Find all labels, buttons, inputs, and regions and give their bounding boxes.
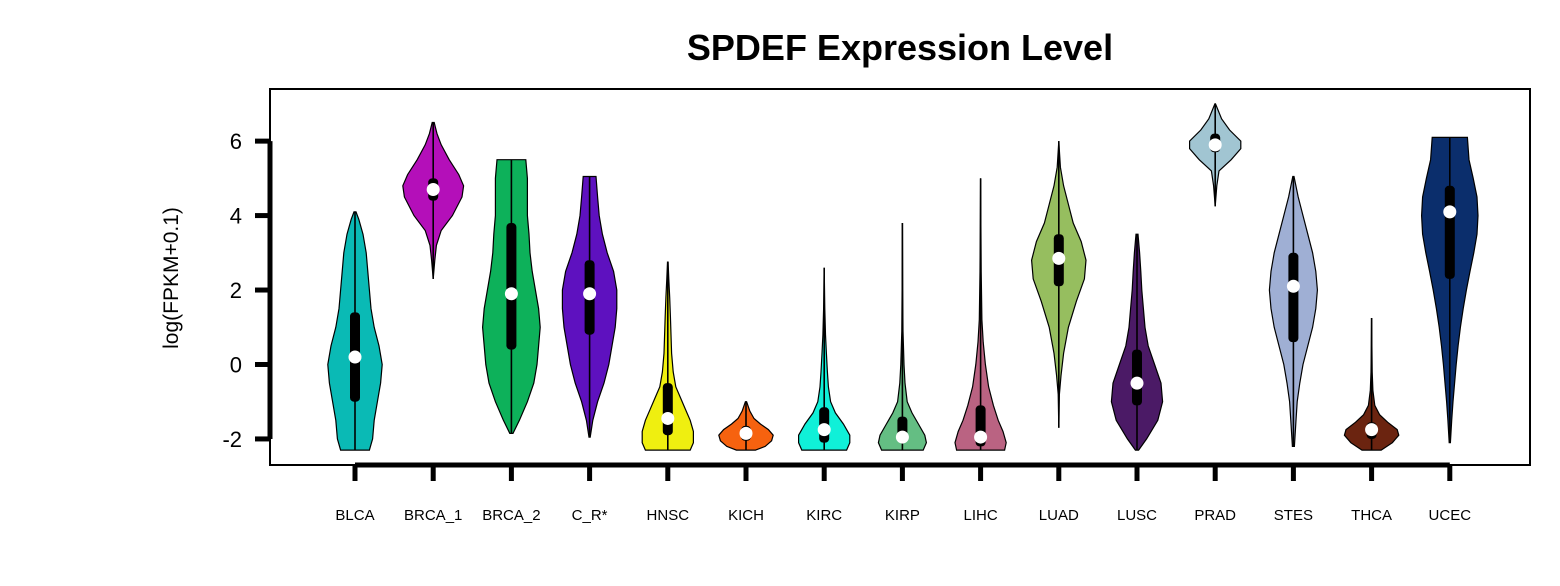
y-tick-label: 6 bbox=[230, 129, 242, 154]
x-tick-label: KIRP bbox=[885, 507, 920, 524]
violin-blca bbox=[327, 211, 383, 451]
x-tick-label: PRAD bbox=[1194, 507, 1236, 524]
x-tick-label: BRCA_2 bbox=[482, 507, 540, 524]
violin-median-point bbox=[583, 287, 597, 301]
x-tick-label: BRCA_1 bbox=[404, 507, 462, 524]
violin-kich bbox=[718, 401, 774, 451]
violin-median-point bbox=[974, 430, 988, 444]
violin-stes bbox=[1268, 175, 1319, 447]
x-tick-label: HNSC bbox=[647, 507, 690, 524]
x-tick-label: LUSC bbox=[1117, 507, 1157, 524]
violin-median-point bbox=[817, 423, 831, 437]
violin-kirp bbox=[877, 222, 928, 451]
violin-median-point bbox=[1208, 138, 1222, 152]
violin-iqr-box bbox=[1288, 252, 1299, 343]
violin-iqr-box bbox=[506, 223, 517, 350]
violin-median-point bbox=[426, 183, 440, 197]
x-tick-label: LIHC bbox=[964, 507, 998, 524]
y-axis-label: log(FPKM+0.1) bbox=[160, 207, 183, 349]
violin-lusc bbox=[1110, 233, 1164, 451]
violin-prad bbox=[1189, 103, 1242, 207]
violin-median-point bbox=[895, 430, 909, 444]
violin-c-r- bbox=[561, 175, 618, 438]
x-tick-label: THCA bbox=[1351, 507, 1392, 524]
x-tick-label: KICH bbox=[728, 507, 764, 524]
chart-title: SPDEF Expression Level bbox=[687, 27, 1113, 68]
x-tick-label: KIRC bbox=[806, 507, 842, 524]
y-tick-label: 0 bbox=[230, 352, 242, 377]
violin-thca bbox=[1343, 317, 1400, 451]
x-tick-label: BLCA bbox=[335, 507, 374, 524]
violin-luad bbox=[1030, 141, 1087, 428]
violin-ucec bbox=[1420, 136, 1479, 444]
violin-brca-1 bbox=[402, 121, 465, 279]
violin-median-point bbox=[739, 426, 753, 440]
violin-median-point bbox=[661, 411, 675, 425]
violin-median-point bbox=[1286, 279, 1300, 293]
violin-iqr-box bbox=[662, 383, 673, 436]
x-axis: BLCA BRCA_1 BRCA_2 C_R* HNSC KICH KIRC KIRP LIHC… bbox=[335, 462, 1472, 524]
y-tick-label: -2 bbox=[222, 427, 242, 452]
violin-median-point bbox=[1052, 251, 1066, 265]
violin-kirc bbox=[798, 267, 851, 451]
violins-group bbox=[327, 103, 1479, 451]
violin-brca-2 bbox=[481, 159, 541, 434]
violin-median-point bbox=[348, 350, 362, 364]
violin-iqr-box bbox=[1444, 185, 1455, 279]
x-tick-label: LUAD bbox=[1039, 507, 1079, 524]
violin-median-point bbox=[1130, 376, 1144, 390]
x-tick-label: C_R* bbox=[572, 507, 608, 524]
y-tick-label: 4 bbox=[230, 204, 242, 229]
x-tick-label: UCEC bbox=[1429, 507, 1472, 524]
violin-hnsc bbox=[641, 261, 694, 451]
violin-lihc bbox=[954, 178, 1007, 451]
violin-median-point bbox=[1365, 423, 1379, 437]
y-tick-label: 2 bbox=[230, 278, 242, 303]
violin-median-point bbox=[504, 287, 518, 301]
violin-median-point bbox=[1443, 205, 1457, 219]
x-tick-label: STES bbox=[1274, 507, 1313, 524]
y-axis: -2 0 2 4 6 bbox=[222, 129, 273, 452]
